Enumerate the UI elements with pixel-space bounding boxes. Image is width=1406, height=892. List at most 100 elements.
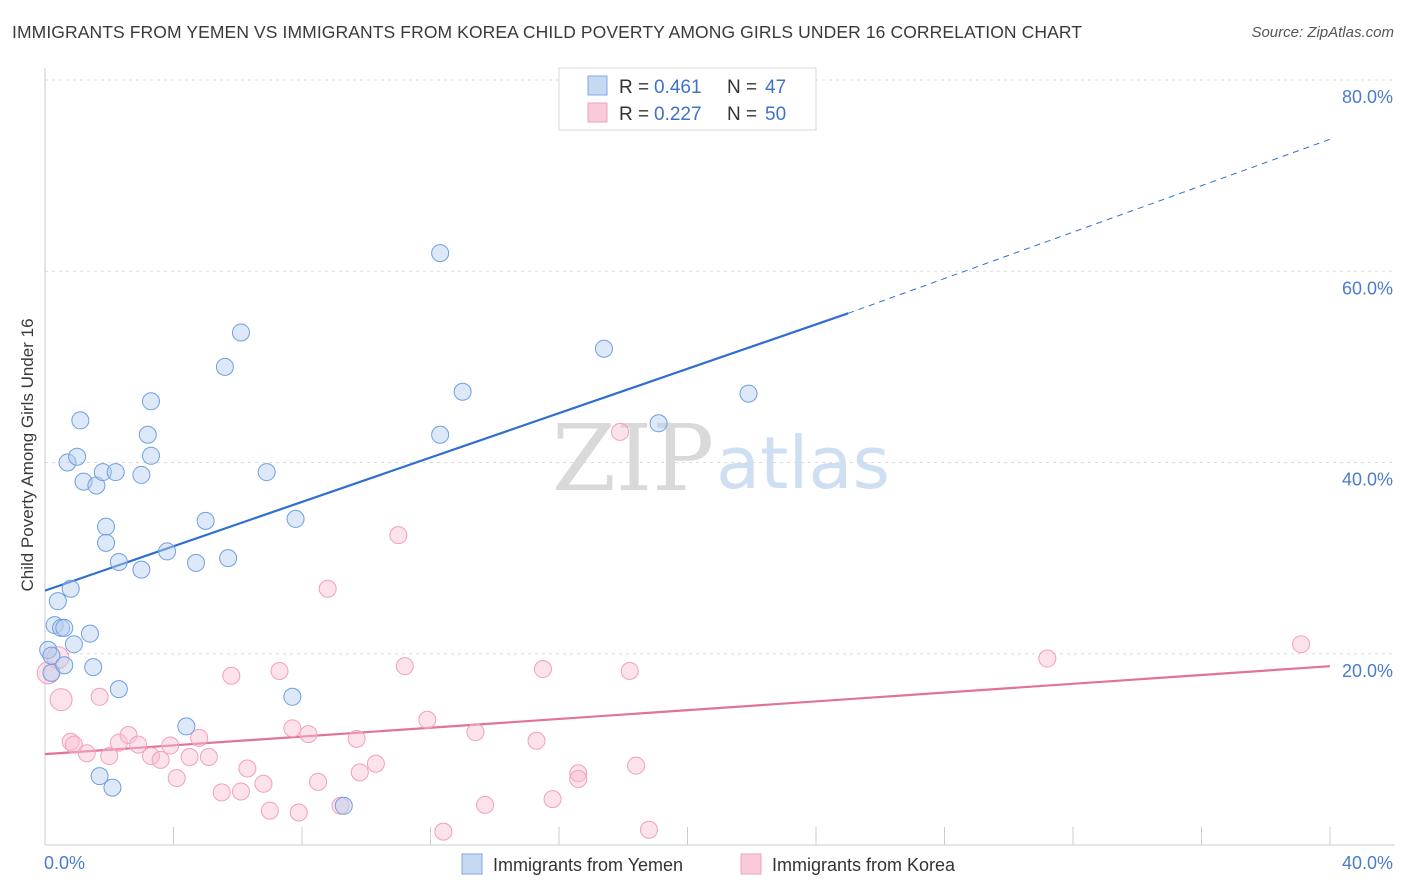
- point-yemen: [80, 624, 99, 643]
- point-yemen: [739, 384, 758, 403]
- x-tick-labels: 0.0% 40.0%: [44, 853, 1393, 873]
- point-korea: [222, 666, 241, 685]
- point-korea: [466, 723, 485, 742]
- point-korea: [49, 688, 73, 712]
- source-note: Source: ZipAtlas.com: [1251, 24, 1394, 41]
- watermark: ZIP atlas: [552, 405, 890, 512]
- point-yemen: [594, 339, 613, 358]
- legend-n-label-yemen: N =: [727, 77, 757, 98]
- point-yemen: [84, 658, 103, 677]
- data-points: [36, 244, 1311, 841]
- point-yemen: [231, 323, 250, 342]
- legend-r-label-korea: R =: [619, 104, 649, 125]
- y-tick-label: 20.0%: [1342, 661, 1393, 681]
- point-yemen: [649, 414, 668, 433]
- point-yemen: [109, 680, 128, 699]
- point-korea: [569, 764, 588, 783]
- point-yemen: [55, 618, 74, 637]
- point-korea: [231, 782, 250, 801]
- point-korea: [350, 763, 369, 782]
- point-yemen: [106, 463, 125, 482]
- point-yemen: [283, 687, 302, 706]
- chart-title: IMMIGRANTS FROM YEMEN VS IMMIGRANTS FROM…: [12, 22, 1083, 42]
- point-korea: [347, 729, 366, 748]
- point-korea: [119, 726, 138, 745]
- point-korea: [639, 820, 658, 839]
- trend-line-yemen: [44, 312, 849, 592]
- point-yemen: [215, 357, 234, 376]
- point-yemen: [177, 717, 196, 736]
- watermark-zip: ZIP: [552, 405, 714, 512]
- point-korea: [533, 660, 552, 679]
- point-yemen: [64, 635, 83, 654]
- point-korea: [161, 736, 180, 755]
- point-korea: [389, 526, 408, 545]
- bottom-legend-label-yemen: Immigrants from Yemen: [493, 855, 683, 875]
- point-korea: [366, 754, 385, 773]
- legend-swatch-yemen: [587, 75, 608, 96]
- point-korea: [611, 422, 630, 441]
- point-yemen: [103, 778, 122, 797]
- trend-lines: [44, 138, 1331, 756]
- legend-n-label-korea: N =: [727, 104, 757, 125]
- y-axis-title: Child Poverty Among Girls Under 16: [18, 318, 37, 591]
- point-yemen: [93, 463, 112, 482]
- point-yemen: [196, 511, 215, 530]
- gridlines: [45, 79, 1395, 655]
- point-korea: [620, 661, 639, 680]
- point-korea: [199, 748, 218, 767]
- point-korea: [289, 803, 308, 822]
- bottom-legend: Immigrants from Yemen Immigrants from Ko…: [461, 853, 956, 875]
- point-korea: [299, 725, 318, 744]
- point-korea: [309, 772, 328, 791]
- point-korea: [1038, 649, 1057, 668]
- y-tick-label: 40.0%: [1342, 470, 1393, 490]
- point-yemen: [71, 411, 90, 430]
- legend-r-yemen: 0.461: [654, 77, 702, 98]
- trend-line-yemen-extension: [847, 138, 1331, 314]
- point-korea: [109, 733, 128, 752]
- bottom-legend-label-korea: Immigrants from Korea: [772, 855, 956, 875]
- legend-r-label-yemen: R =: [619, 77, 649, 98]
- point-korea: [77, 744, 96, 763]
- point-korea: [260, 801, 279, 820]
- point-yemen: [257, 463, 276, 482]
- point-yemen: [431, 425, 450, 444]
- point-korea: [318, 579, 337, 598]
- trend-line-korea: [44, 665, 1331, 756]
- point-korea: [180, 748, 199, 767]
- y-tick-labels: 20.0% 40.0% 60.0% 80.0%: [1342, 87, 1393, 681]
- point-korea: [434, 822, 453, 841]
- point-korea: [129, 735, 148, 754]
- point-yemen: [48, 592, 67, 611]
- y-tick-label: 60.0%: [1342, 278, 1393, 298]
- point-korea: [64, 735, 83, 754]
- point-yemen: [90, 767, 109, 786]
- bottom-legend-swatch-yemen: [461, 853, 483, 875]
- point-yemen: [55, 656, 74, 675]
- point-yemen: [97, 517, 116, 536]
- x-tick-label: 0.0%: [44, 853, 85, 873]
- point-korea: [254, 774, 273, 793]
- point-korea: [238, 759, 257, 778]
- point-korea: [395, 657, 414, 676]
- point-yemen: [39, 640, 58, 659]
- point-yemen: [97, 533, 116, 552]
- point-korea: [90, 687, 109, 706]
- point-yemen: [68, 447, 87, 466]
- point-korea: [61, 732, 80, 751]
- point-korea: [283, 719, 302, 738]
- legend-n-yemen: 47: [765, 77, 786, 98]
- point-yemen: [109, 552, 128, 571]
- point-korea: [418, 710, 437, 729]
- point-yemen: [431, 244, 450, 263]
- point-yemen: [219, 549, 238, 568]
- point-yemen: [132, 465, 151, 484]
- point-korea: [476, 795, 495, 814]
- watermark-atlas: atlas: [716, 421, 890, 505]
- point-yemen: [132, 560, 151, 579]
- axes: [44, 68, 1395, 846]
- point-korea: [167, 769, 186, 788]
- point-korea: [212, 783, 231, 802]
- point-korea: [100, 747, 119, 766]
